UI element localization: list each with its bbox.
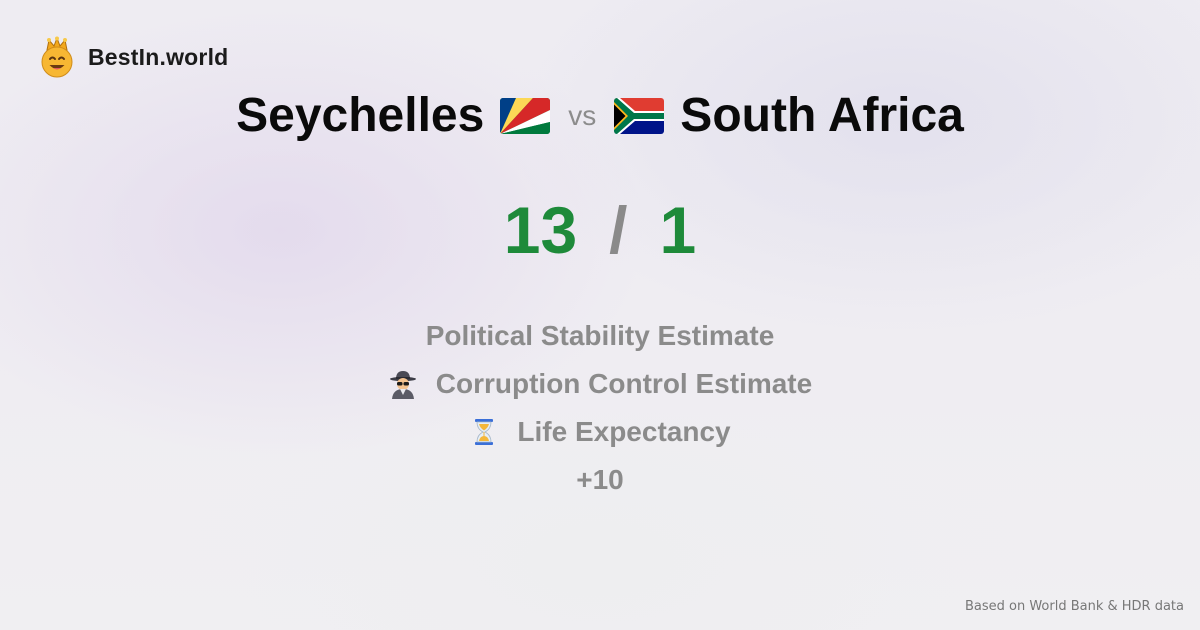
score: 13 / 1 <box>0 192 1200 268</box>
score-separator: / <box>609 193 628 267</box>
metric-label: Corruption Control Estimate <box>435 368 813 399</box>
metric-life-expectancy: Life Expectancy <box>469 408 731 456</box>
metrics-list: Political Stability Estimate Corruption … <box>0 312 1200 504</box>
right-score: 1 <box>659 193 697 267</box>
hourglass-icon <box>475 419 494 445</box>
crowned-smiley-icon <box>41 36 73 78</box>
metric-political-stability: Political Stability Estimate <box>426 312 775 360</box>
vs-label: vs <box>568 99 597 131</box>
metric-label: +10 <box>576 464 624 495</box>
brand-name: BestIn.world <box>88 43 229 70</box>
right-country-name[interactable]: South Africa <box>680 89 964 142</box>
brand[interactable]: BestIn.world <box>38 36 228 78</box>
metric-label: Life Expectancy <box>517 416 731 447</box>
spy-detective-icon <box>389 371 416 399</box>
metric-corruption-control: Corruption Control Estimate <box>388 360 812 408</box>
left-country-name[interactable]: Seychelles <box>236 89 485 142</box>
south-africa-flag-icon <box>614 97 665 134</box>
metric-more-count: +10 <box>576 456 624 504</box>
data-source-footer: Based on World Bank & HDR data <box>964 599 1184 614</box>
metric-label: Political Stability Estimate <box>425 320 775 351</box>
left-score: 13 <box>503 193 578 267</box>
seychelles-flag-icon <box>500 97 551 134</box>
comparison-title: Seychelles vs South Africa <box>0 88 1200 143</box>
